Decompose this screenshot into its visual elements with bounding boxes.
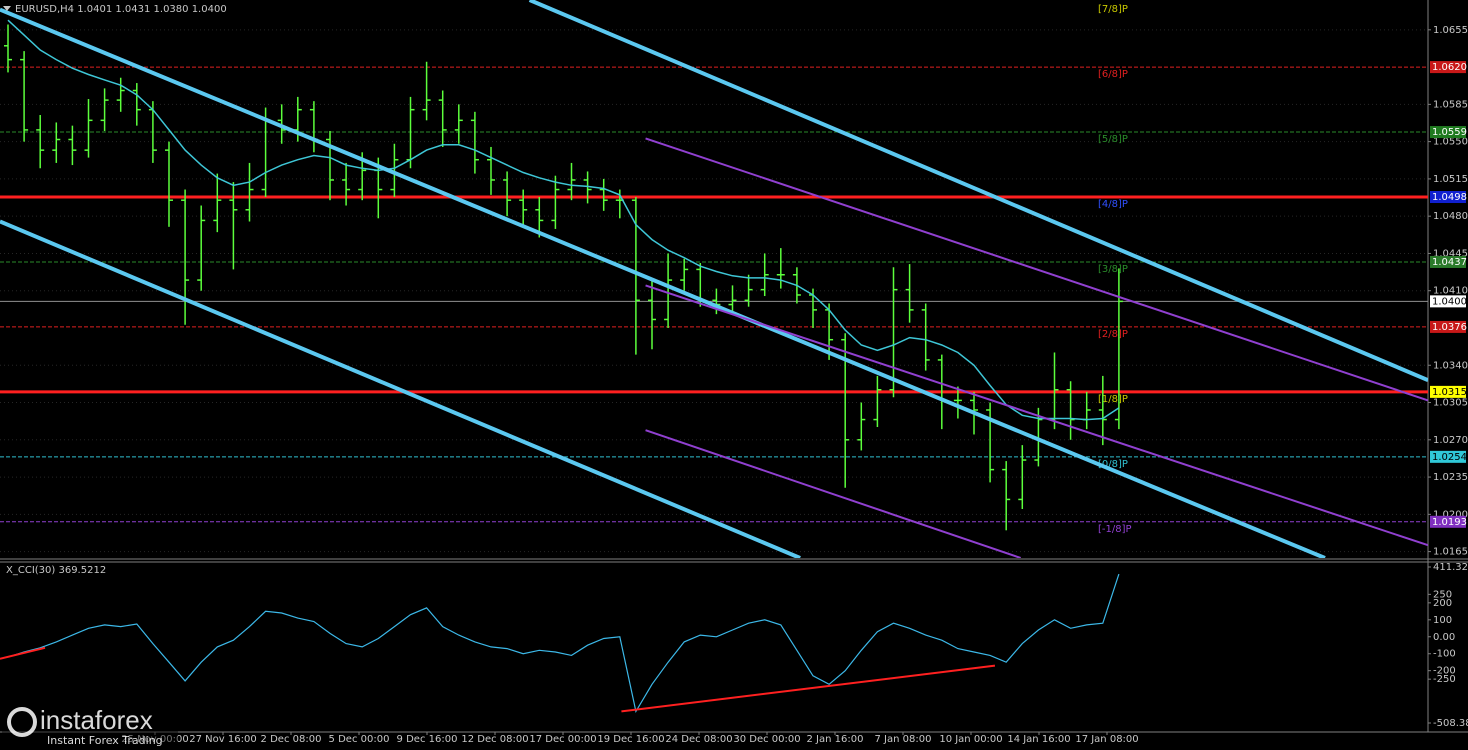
level-name: [-1/8]P — [1098, 524, 1132, 535]
cci-y-tick-label: 0.00 — [1433, 632, 1455, 643]
x-tick-label: 17 Jan 08:00 — [1075, 734, 1138, 745]
logo-text: instaforex — [40, 705, 153, 735]
y-tick-label: 1.0515 — [1433, 174, 1468, 185]
y-tick-label: 1.0480 — [1433, 211, 1468, 222]
cci-trend-line — [621, 664, 996, 713]
price-box — [1430, 385, 1466, 398]
cci-y-tick-label: -200 — [1433, 666, 1456, 677]
watermark: instaforex Instant Forex Trading — [2, 705, 178, 749]
x-tick-label: 12 Dec 08:00 — [461, 734, 528, 745]
x-tick-label: 5 Dec 00:00 — [329, 734, 390, 745]
price-box — [1430, 255, 1466, 268]
x-tick-label: 24 Dec 08:00 — [665, 734, 732, 745]
menu-arrow[interactable] — [3, 6, 11, 11]
x-tick-label: 10 Jan 00:00 — [939, 734, 1002, 745]
price-box — [1430, 515, 1466, 528]
main-panel — [0, 0, 1428, 558]
y-tick-label: 1.0655 — [1433, 25, 1468, 36]
x-tick-label: 27 Nov 16:00 — [189, 734, 256, 745]
price-box — [1430, 126, 1466, 139]
cci-line — [7, 573, 1120, 714]
cci-panel — [0, 573, 1120, 714]
price-box — [1430, 295, 1466, 308]
price-box — [1430, 320, 1466, 333]
level-name: [3/8]P — [1098, 264, 1128, 275]
cci-y-tick-label: 411.3262 — [1433, 562, 1468, 573]
price-box-label: 1.0620 — [1432, 62, 1467, 73]
price-box-label: 1.0559 — [1432, 127, 1467, 138]
price-box-label: 1.0376 — [1432, 322, 1467, 333]
level-name: [0/8]P — [1098, 459, 1128, 470]
cci-y-tick-label: -250 — [1433, 674, 1456, 685]
price-box-label: 1.0437 — [1432, 257, 1467, 268]
x-tick-label: 25 Nov 00:00 — [121, 734, 188, 745]
y-tick-label: 1.0550 — [1433, 137, 1468, 148]
y-tick-label: 1.0305 — [1433, 398, 1468, 409]
trend-line — [645, 137, 1428, 402]
x-tick-label: 30 Dec 00:00 — [733, 734, 800, 745]
price-box-label: 1.0498 — [1432, 192, 1467, 203]
cci-y-tick-label: 250 — [1433, 589, 1452, 600]
logo-tagline: Instant Forex Trading — [47, 734, 163, 747]
x-tick-label: 14 Jan 16:00 — [1007, 734, 1070, 745]
x-tick-label: 2 Dec 08:00 — [261, 734, 322, 745]
logo-icon — [7, 707, 37, 737]
cci-y-tick-label: -100 — [1433, 649, 1456, 660]
trend-line — [645, 429, 1022, 558]
y-tick-label: 1.0445 — [1433, 248, 1468, 259]
x-tick-label: 7 Jan 08:00 — [875, 734, 932, 745]
x-tick-label: 17 Dec 00:00 — [529, 734, 596, 745]
indicator-label: X_CCI(30) 369.5212 — [6, 565, 106, 576]
level-name: [6/8]P — [1098, 69, 1128, 80]
chart-title: EURUSD,H4 1.0401 1.0431 1.0380 1.0400 — [15, 4, 227, 15]
price-box — [1430, 450, 1466, 463]
moving-average — [7, 19, 1120, 421]
y-tick-label: 1.0340 — [1433, 360, 1468, 371]
x-tick-label: 19 Dec 16:00 — [597, 734, 664, 745]
cci-y-tick-label: 200 — [1433, 598, 1452, 609]
cci-y-tick-label: 100 — [1433, 615, 1452, 626]
price-box — [1430, 61, 1466, 74]
level-name: [5/8]P — [1098, 134, 1128, 145]
y-tick-label: 1.0585 — [1433, 99, 1468, 110]
price-box-label: 1.0254 — [1432, 452, 1467, 463]
price-box-label: 1.0315 — [1432, 387, 1467, 398]
trend-line — [645, 284, 1428, 547]
cci-trend-line — [0, 646, 46, 660]
y-tick-label: 1.0200 — [1433, 509, 1468, 520]
level-name: [2/8]P — [1098, 329, 1128, 340]
trend-line — [0, 219, 801, 558]
price-box — [1430, 191, 1466, 204]
level-name: [4/8]P — [1098, 199, 1128, 210]
trend-line — [0, 7, 1326, 558]
cci-y-tick-label: -508.383 — [1433, 718, 1468, 729]
x-tick-label: 2 Jan 16:00 — [807, 734, 864, 745]
price-box-label: 1.0400 — [1432, 296, 1467, 307]
price-box-label: 1.0193 — [1432, 517, 1467, 528]
x-tick-label: 9 Dec 16:00 — [397, 734, 458, 745]
y-tick-label: 1.0165 — [1433, 547, 1468, 558]
y-tick-label: 1.0410 — [1433, 286, 1468, 297]
y-tick-label: 1.0270 — [1433, 435, 1468, 446]
y-tick-label: 1.0235 — [1433, 472, 1468, 483]
trend-line — [528, 0, 1428, 383]
level-name: [7/8]P — [1098, 4, 1128, 15]
level-name: [1/8]P — [1098, 394, 1128, 405]
